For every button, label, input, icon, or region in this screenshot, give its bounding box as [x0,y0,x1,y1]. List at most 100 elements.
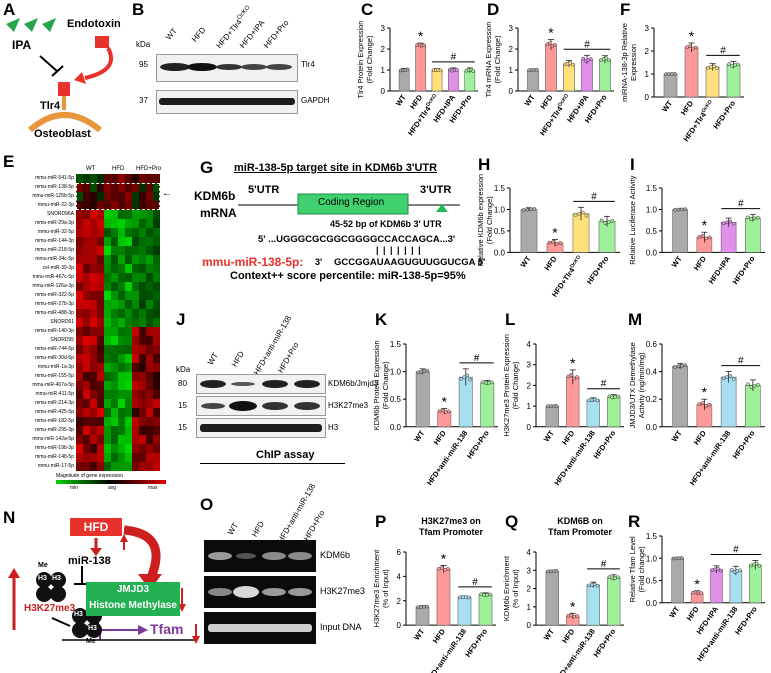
chip-lane-4: HFD+Pro [302,508,327,543]
heatmap-cell [97,291,104,300]
inhibition-line [39,55,59,73]
chip-gel-h3k27 [204,576,316,608]
significance-hash: # [472,577,478,588]
y-axis-label: (Fold Change) [381,361,390,409]
panel-label-d: D [487,0,500,19]
data-point [683,207,687,212]
y-tick-label: 1 [381,66,386,75]
data-point [425,368,430,373]
heatmap-cell [146,219,153,228]
heatmap-cell [104,237,111,246]
heatmap-cell [111,228,118,237]
data-point [603,221,608,225]
heatmap-cell [118,417,125,426]
heatmap-cell [139,399,146,408]
heatmap-cell [146,264,153,273]
heatmap-cell [132,462,139,471]
y-axis-label: (Fold change) [637,546,646,593]
significance-star: * [552,225,558,241]
heatmap-cell [76,345,83,354]
heatmap-cell [76,219,83,228]
ipa-triangle-2 [24,18,38,32]
heatmap-cell [76,381,83,390]
heatmap-cell [125,435,132,444]
bar [745,385,761,428]
y-tick-label: 0.6 [646,340,658,349]
significance-star: * [702,217,708,233]
bar [545,44,557,92]
y-axis-label: (Fold Change) [485,196,494,244]
heatmap-group-wt: WT [86,166,96,172]
y-axis-label: H3K27me3 Protein Expression [502,334,511,437]
heatmap-cell [153,390,160,399]
heatmap-row-label: mmu-miR-140-3p [35,328,74,334]
heatmap-cell [125,174,132,183]
heatmap-cell [139,183,146,192]
coding-region-box [297,193,409,215]
heatmap-cell [76,291,83,300]
heatmap-cell [111,327,118,336]
y-axis-label: H3K27me3 Enrichment [372,549,381,627]
heatmap-cell [76,309,83,318]
heatmap-row-label: mmu-miR-218-5p [35,247,74,253]
x-tick-label: HFD [692,254,709,272]
jmjd3-box: JMJD3 Histone Methylase [86,582,180,616]
data-point [554,569,559,573]
heatmap-cell [111,255,118,264]
heatmap-cell [97,336,104,345]
y-tick-label: 1.0 [646,205,658,214]
heatmap-cell [90,462,97,471]
significance-hash: # [738,356,744,367]
heatmap-row-label: cel-miR-39-3p [42,265,74,271]
blot-j-h3k27 [196,396,326,416]
y-tick-label: 2 [645,47,650,56]
heatmap-row-label: mmu-miR-17-5p [37,463,74,469]
heatmap-cell [97,426,104,435]
chip-header-line [200,463,345,464]
heatmap-cell [146,354,153,363]
y-tick-label: 0.5 [646,227,658,236]
chip-lane-1: WT [226,521,241,537]
heatmap-cell [97,192,104,201]
y-tick-label: 3 [381,24,386,33]
bar [545,570,559,626]
heatmap-cell [139,300,146,309]
heatmap-cell [139,318,146,327]
heatmap-cell [125,273,132,282]
data-point [581,56,586,61]
heatmap-cell [132,327,139,336]
data-point [577,211,582,216]
bar [705,66,720,98]
heatmap-cell [125,399,132,408]
significance-star: * [441,550,447,566]
heatmap-cell [97,327,104,336]
heatmap-cell [146,210,153,219]
bar [415,606,430,626]
data-point [552,42,557,47]
y-tick-label: 0 [397,621,402,630]
heatmap-cell [76,336,83,345]
y-tick-label: 2 [381,45,386,54]
data-point [454,67,459,72]
significance-star: * [689,28,695,44]
heatmap-row-label: mmu-miR-138-5p [35,184,74,190]
x-tick-label: WT [542,428,556,443]
chip-gel-input [204,612,316,644]
heatmap-cell [90,219,97,228]
heatmap-cell [153,210,160,219]
heatmap-cell [146,336,153,345]
heatmap-cell [153,345,160,354]
heatmap-cell [104,255,111,264]
heatmap-cell [104,462,111,471]
heatmap-cell [90,444,97,453]
y-axis-label: Relative Tfam Level [628,536,637,602]
heatmap-cell [118,399,125,408]
y-tick-label: 1 [509,66,514,75]
tlr4-label: Tlr4 [40,100,61,112]
y-axis-label: (% of Input) [511,569,520,608]
data-point [725,375,729,379]
bar [563,63,575,92]
y-tick-label: 6 [397,548,402,557]
heatmap-row-label: mmu-miR-214-3p [35,400,74,406]
heatmap-cell [146,228,153,237]
